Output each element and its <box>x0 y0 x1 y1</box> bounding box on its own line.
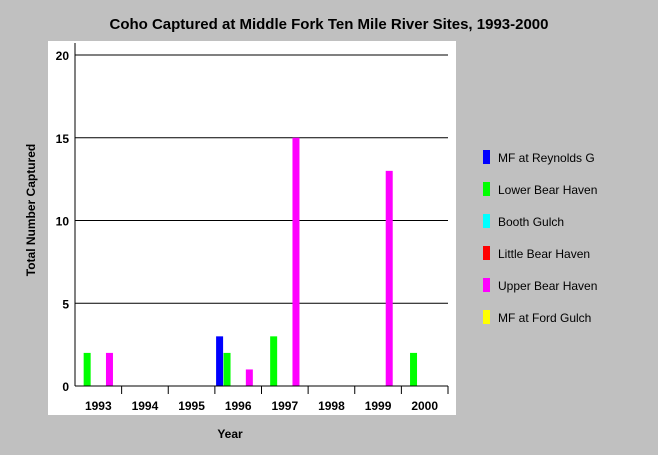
legend-label: Booth Gulch <box>498 215 564 229</box>
bar <box>105 352 113 386</box>
bar <box>292 137 300 386</box>
x-tick-labels: 1993 1994 1995 1996 1997 1998 1999 2000 <box>85 399 438 413</box>
bar <box>270 336 278 386</box>
x-tick-label: 1999 <box>365 399 392 413</box>
x-tick-label: 1994 <box>132 399 159 413</box>
legend-swatch <box>483 150 490 164</box>
y-tick-label: 15 <box>56 132 70 146</box>
legend-label: MF at Reynolds G <box>498 151 595 165</box>
x-tick-label: 2000 <box>411 399 438 413</box>
y-tick-labels: 0 5 10 15 20 <box>56 49 70 394</box>
axes <box>74 43 449 394</box>
bar <box>216 336 224 386</box>
legend-swatch <box>483 310 490 324</box>
legend-swatch <box>483 246 490 260</box>
x-tick-label: 1998 <box>318 399 345 413</box>
bar <box>83 352 91 386</box>
legend-label: Lower Bear Haven <box>498 183 597 197</box>
bar <box>410 352 418 386</box>
legend-swatch <box>483 278 490 292</box>
legend-label: MF at Ford Gulch <box>498 311 591 325</box>
y-tick-label: 0 <box>62 380 69 394</box>
legend-label: Upper Bear Haven <box>498 279 597 293</box>
bar <box>223 352 231 386</box>
y-tick-label: 5 <box>62 297 69 311</box>
x-tick-label: 1993 <box>85 399 112 413</box>
y-tick-label: 10 <box>56 215 70 229</box>
legend-swatch <box>483 214 490 228</box>
bar <box>245 369 253 386</box>
legend-swatch <box>483 182 490 196</box>
bar <box>385 170 393 386</box>
legend: MF at Reynolds G Lower Bear Haven Booth Gu… <box>483 150 597 325</box>
x-axis-title: Year <box>217 427 243 441</box>
chart-title: Coho Captured at Middle Fork Ten Mile Ri… <box>109 16 548 33</box>
x-tick-label: 1997 <box>271 399 298 413</box>
y-tick-label: 20 <box>56 49 70 63</box>
y-axis-title: Total Number Captured <box>24 144 38 276</box>
bars <box>83 137 418 386</box>
x-tick-label: 1995 <box>178 399 205 413</box>
legend-label: Little Bear Haven <box>498 247 590 261</box>
x-tick-label: 1996 <box>225 399 252 413</box>
